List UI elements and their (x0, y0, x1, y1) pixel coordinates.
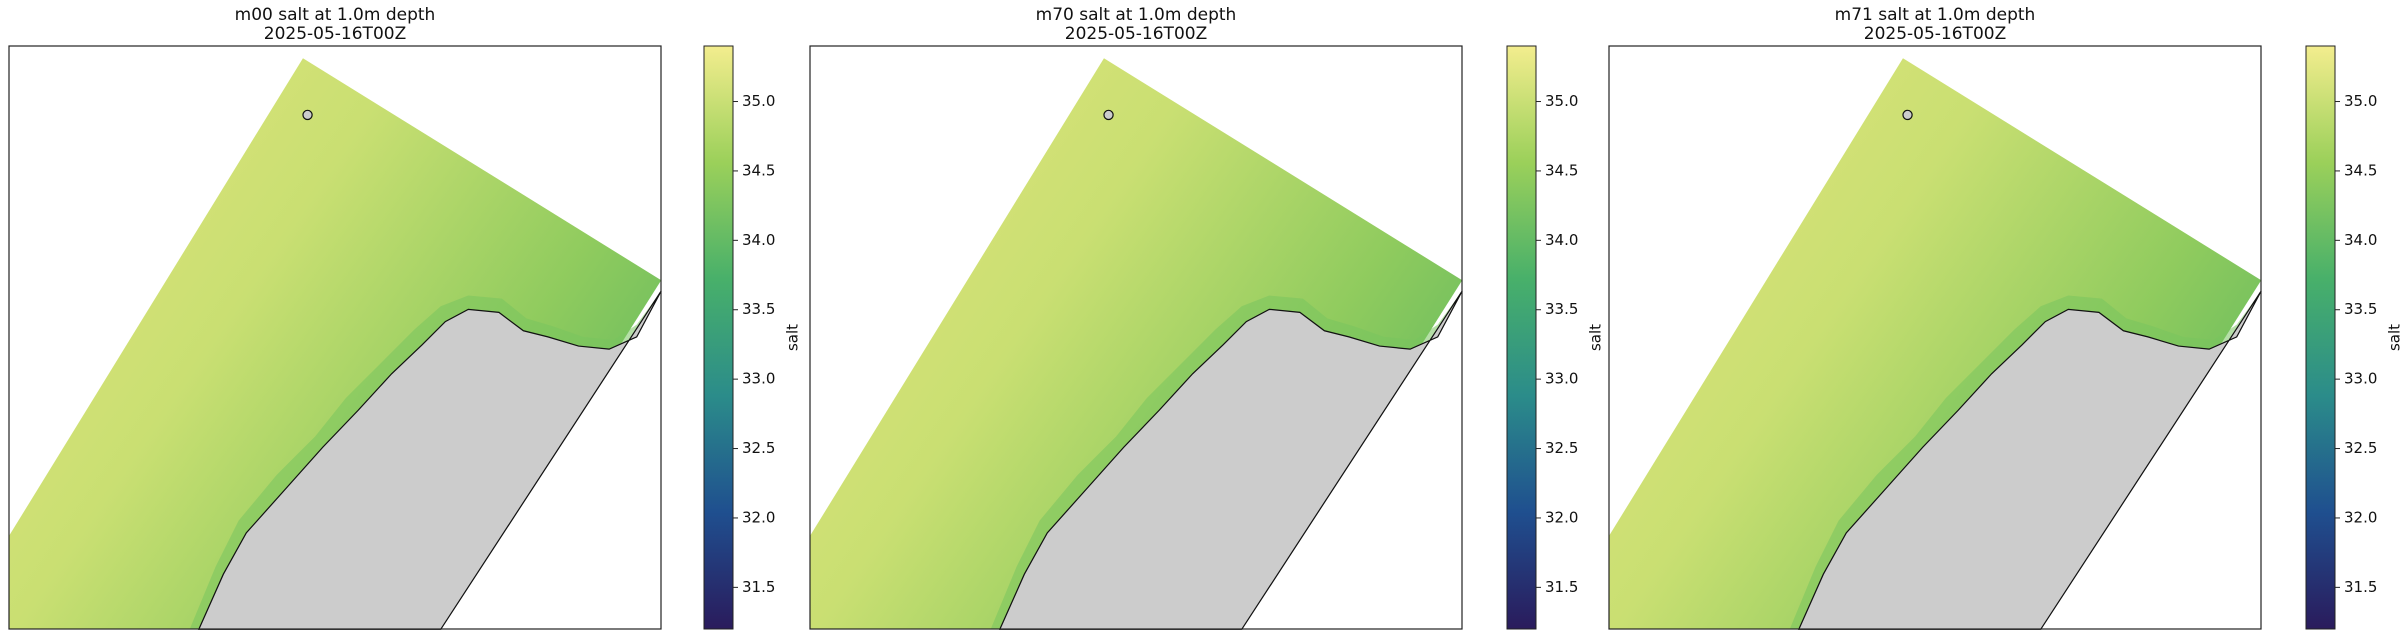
colorbar-tick-label: 33.0 (2344, 370, 2377, 388)
colorbar-tick-label: 31.5 (1545, 578, 1578, 596)
colorbar-label: salt (784, 324, 802, 351)
colorbar-tick-label: 32.5 (1545, 439, 1578, 457)
colorbar-tick-label: 34.0 (1545, 231, 1578, 249)
colorbar-tick-label: 32.0 (1545, 508, 1578, 526)
panel-title: m00 salt at 1.0m depth (235, 5, 436, 25)
colorbar-tick-label: 34.5 (742, 161, 775, 179)
colorbar-tick-label: 34.5 (1545, 161, 1578, 179)
colorbar-tick-label: 32.0 (742, 508, 775, 526)
colorbar-label: salt (2386, 324, 2400, 351)
colorbar-label: salt (1587, 324, 1605, 351)
colorbar-tick-label: 34.0 (742, 231, 775, 249)
colorbar-tick-label: 34.0 (2344, 231, 2377, 249)
colorbar-tick-label: 32.5 (742, 439, 775, 457)
panel-subtitle: 2025-05-16T00Z (1864, 24, 2006, 44)
colorbar-tick-label: 33.0 (742, 370, 775, 388)
panel-subtitle: 2025-05-16T00Z (1065, 24, 1207, 44)
axes-frame (1608, 45, 2262, 630)
panel-title: m70 salt at 1.0m depth (1036, 5, 1237, 25)
colorbar (2305, 45, 2336, 630)
colorbar-tick-label: 33.5 (1545, 300, 1578, 318)
colorbar-tick-label: 34.5 (2344, 161, 2377, 179)
colorbar (1506, 45, 1537, 630)
colorbar-tick-label: 35.0 (1545, 92, 1578, 110)
panel-title: m71 salt at 1.0m depth (1835, 5, 2036, 25)
map-field (809, 57, 1463, 630)
colorbar-tick-label: 33.0 (1545, 370, 1578, 388)
colorbar-tick-label: 35.0 (2344, 92, 2377, 110)
colorbar-tick-label: 31.5 (742, 578, 775, 596)
colorbar-tick-label: 35.0 (742, 92, 775, 110)
colorbar-tick-label: 33.5 (742, 300, 775, 318)
colorbar-tick-label: 32.5 (2344, 439, 2377, 457)
colorbar-tick-label: 33.5 (2344, 300, 2377, 318)
axes-frame (809, 45, 1463, 630)
colorbar-tick-label: 32.0 (2344, 508, 2377, 526)
colorbar-tick-label: 31.5 (2344, 578, 2377, 596)
map-field (1608, 57, 2262, 630)
panel-subtitle: 2025-05-16T00Z (264, 24, 406, 44)
axes-frame (8, 45, 662, 630)
colorbar (703, 45, 734, 630)
map-field (8, 57, 662, 630)
